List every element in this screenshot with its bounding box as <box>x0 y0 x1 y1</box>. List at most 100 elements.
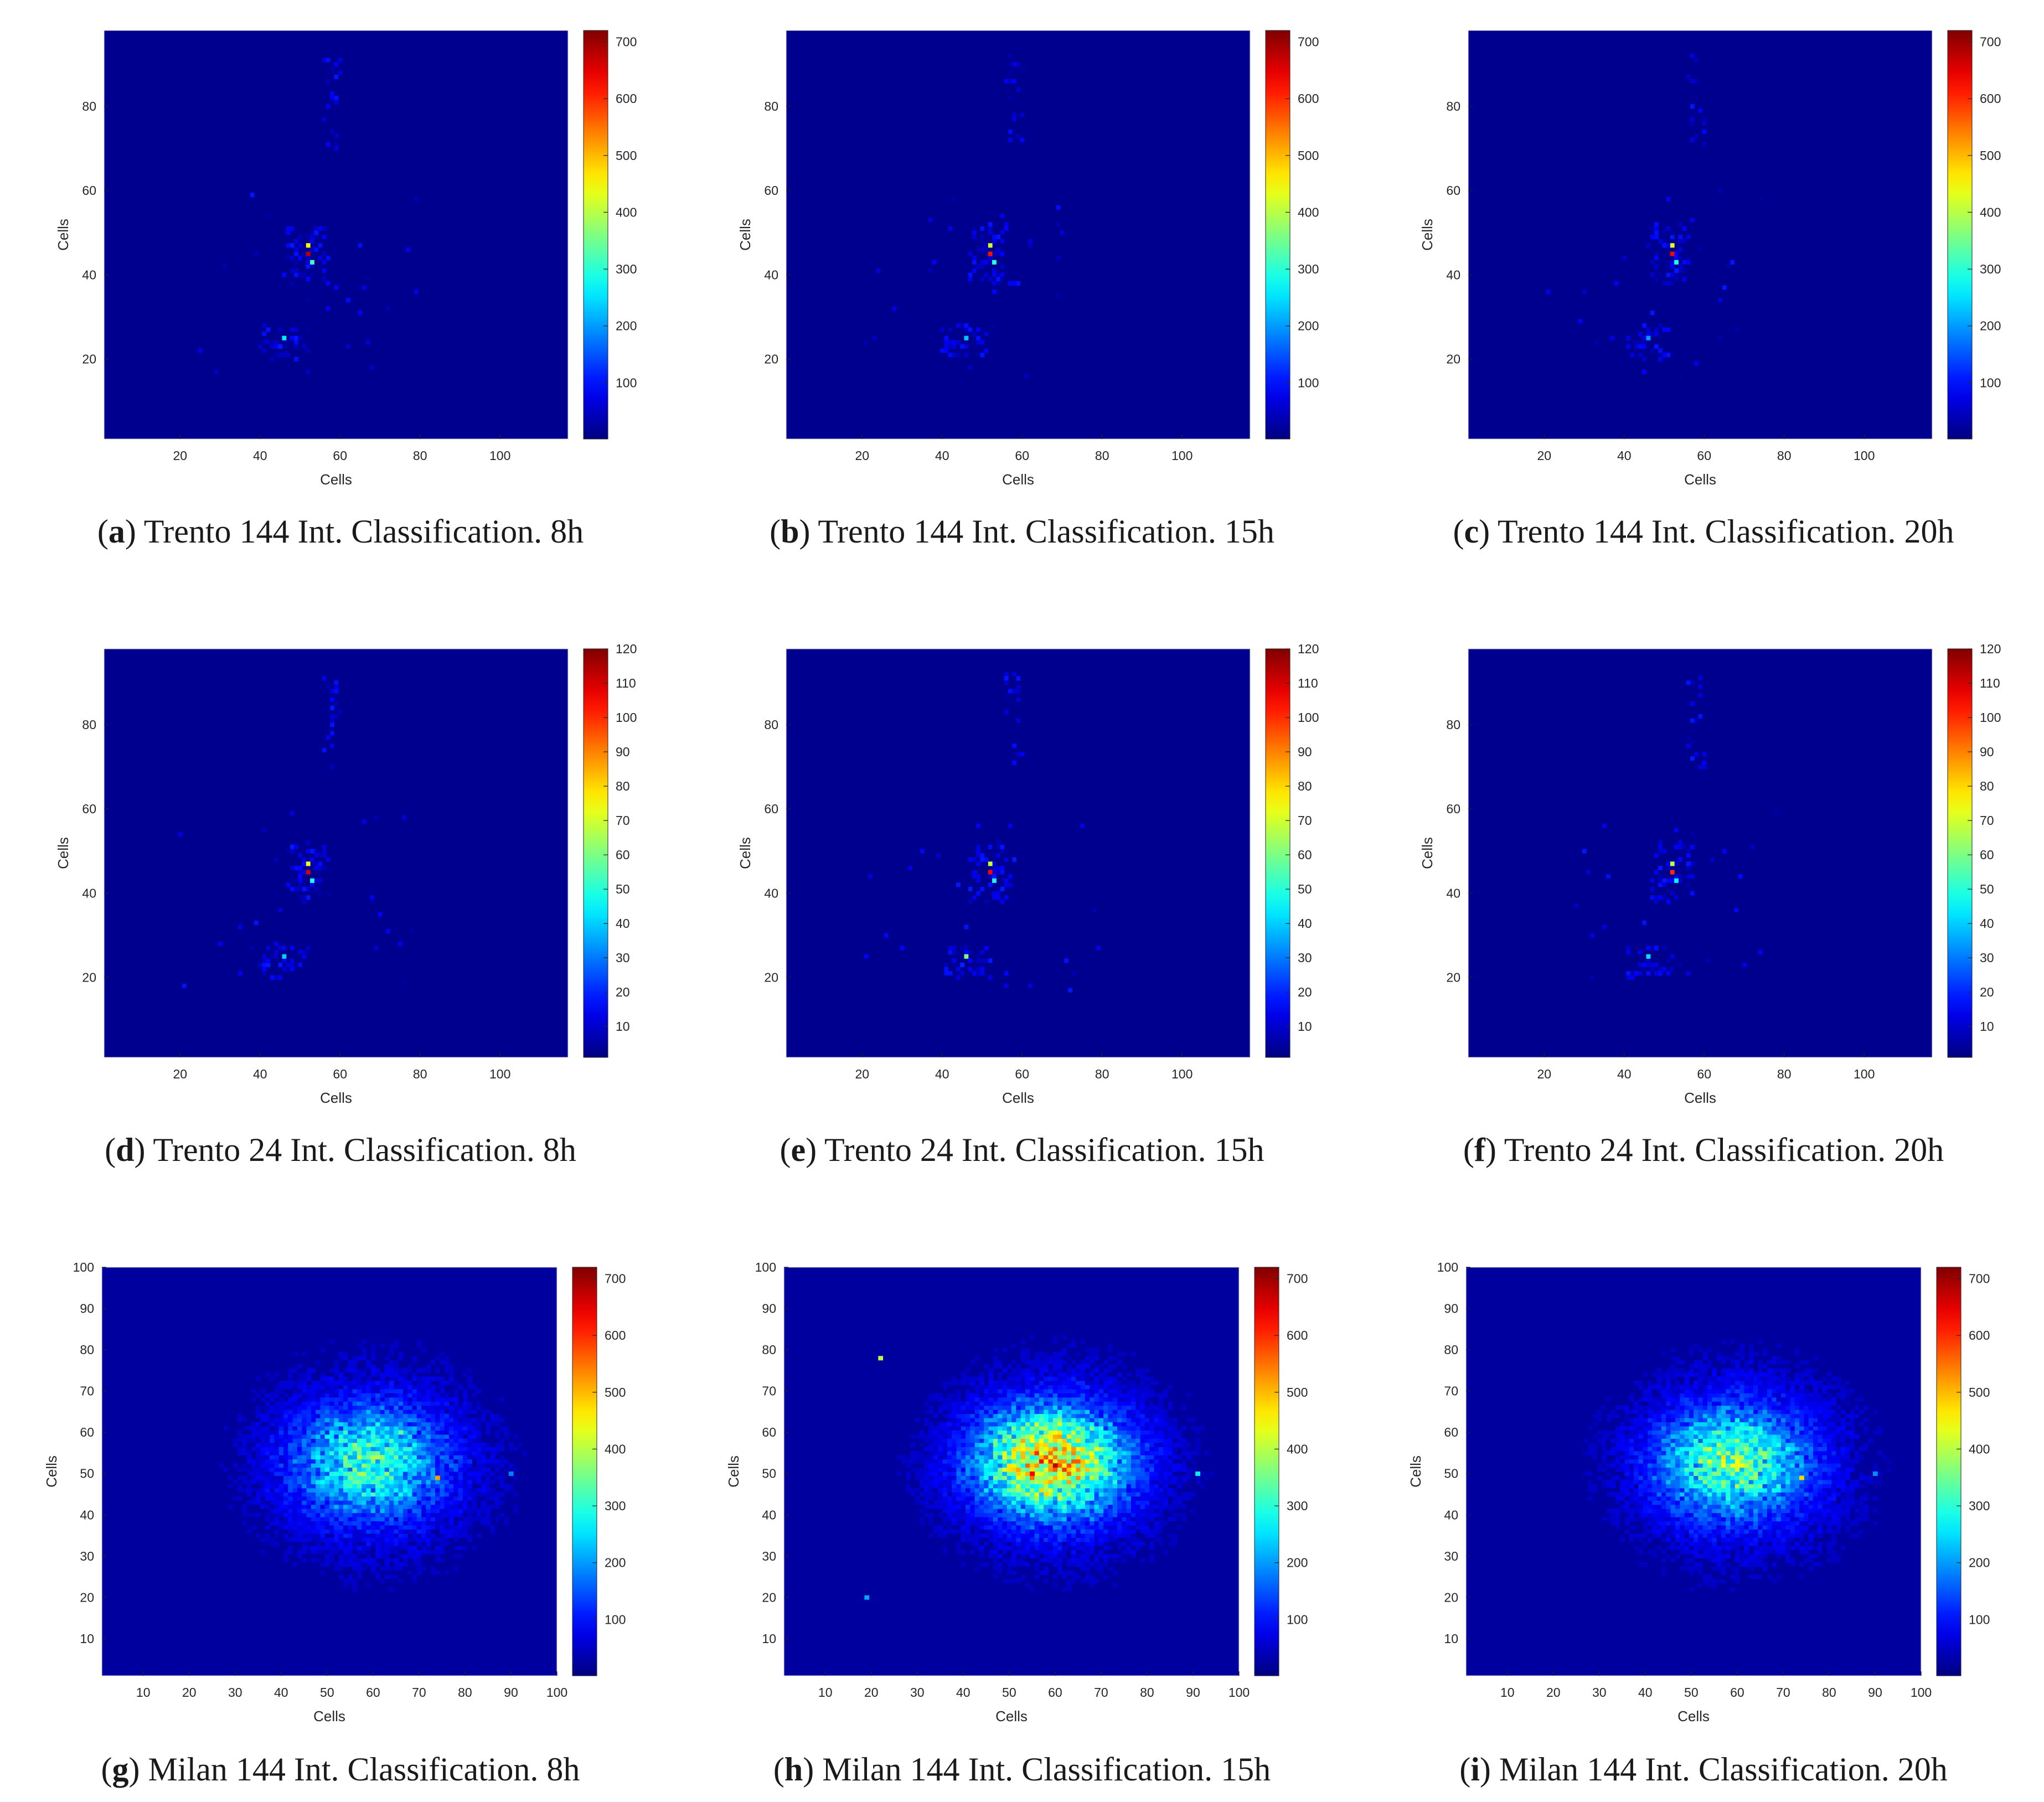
heatmap-cell <box>444 1368 450 1373</box>
heatmap-cell <box>980 277 985 282</box>
heatmap-cell <box>1016 1442 1021 1447</box>
heatmap-cell <box>494 1447 500 1452</box>
heatmap-background <box>786 649 1250 1057</box>
heatmap-cell <box>343 1517 348 1522</box>
heatmap-cell <box>1062 1413 1067 1418</box>
heatmap-cell <box>421 1442 426 1447</box>
heatmap-cell <box>481 1500 486 1505</box>
heatmap-cell <box>256 1463 261 1468</box>
heatmap-cell <box>1066 1533 1072 1538</box>
heatmap-cell <box>1006 1500 1012 1505</box>
heatmap-cell <box>1071 1434 1076 1439</box>
heatmap-cell <box>933 1484 938 1489</box>
heatmap-cell <box>522 1450 528 1455</box>
heatmap-cell <box>933 1504 938 1509</box>
heatmap-cell <box>311 1413 316 1418</box>
heatmap-cell <box>1044 1418 1049 1423</box>
heatmap-cell <box>362 1426 367 1431</box>
heatmap-cell <box>311 1385 316 1390</box>
heatmap-cell <box>1690 739 1695 744</box>
heatmap-cell <box>974 1566 980 1571</box>
heatmap-cells <box>219 1339 528 1592</box>
heatmap-cell <box>1052 1521 1058 1526</box>
heatmap-cell <box>968 899 973 904</box>
heatmap-cell <box>292 1438 298 1443</box>
heatmap-cell <box>292 1442 298 1447</box>
heatmap-cell <box>435 1397 440 1402</box>
heatmap-cell <box>324 1442 330 1447</box>
heatmap-cell <box>297 1492 302 1497</box>
heatmap-cell <box>920 849 925 854</box>
heatmap-cell <box>448 1463 454 1468</box>
heatmap-cell <box>1044 1488 1049 1493</box>
heatmap-cell <box>1062 1550 1067 1555</box>
heatmap-cell <box>297 1381 302 1386</box>
heatmap-cell <box>352 1450 358 1455</box>
heatmap-cell <box>274 1413 280 1418</box>
heatmap-cell <box>398 1372 404 1377</box>
heatmap-panel-d: 20 40 60 80 10020406080CellsCells10203040506… <box>55 642 637 1106</box>
heatmap-cell <box>338 1376 344 1381</box>
heatmap-cell <box>968 365 973 370</box>
heatmap-cell <box>297 1401 302 1406</box>
heatmap-cell <box>283 1475 288 1480</box>
heatmap-cell <box>302 1533 307 1538</box>
heatmap-hotspot <box>1642 962 1647 967</box>
heatmap-cell <box>370 1541 376 1546</box>
heatmap-cell <box>384 1422 390 1427</box>
heatmap-cell <box>993 1356 998 1361</box>
heatmap-cell <box>1044 1393 1049 1398</box>
heatmap-cell <box>370 1525 376 1530</box>
heatmap-cell <box>1034 1418 1040 1423</box>
heatmap-cell <box>278 1434 284 1439</box>
heatmap-cell <box>394 1574 399 1579</box>
heatmap-cell <box>416 1376 422 1381</box>
heatmap-cell <box>1702 765 1707 770</box>
heatmap-cell <box>993 1537 998 1542</box>
colorbar-tick-label: 600 <box>605 1328 626 1343</box>
heatmap-cell <box>499 1463 505 1468</box>
heatmap-cell <box>324 1388 330 1393</box>
heatmap-cell <box>933 1529 938 1534</box>
heatmap-cell <box>458 1434 463 1439</box>
heatmap-cell <box>504 1488 509 1493</box>
heatmap-cell <box>979 1471 984 1476</box>
heatmap-cell <box>1072 971 1077 976</box>
y-tick-label: 10 <box>80 1631 94 1646</box>
heatmap-cell <box>970 1360 975 1365</box>
x-tick-label: 60 <box>366 1685 380 1700</box>
heatmap-cell <box>1044 1364 1049 1369</box>
heatmap-cell <box>256 1422 261 1427</box>
heatmap-cell <box>998 1409 1003 1414</box>
heatmap-hotspot <box>398 1430 404 1435</box>
heatmap-cell <box>430 1430 436 1435</box>
heatmap-cell <box>1002 1578 1008 1583</box>
heatmap-cell <box>1650 946 1655 951</box>
heatmap-cell <box>366 1442 371 1447</box>
heatmap-cell <box>1025 1562 1030 1567</box>
heatmap-cell <box>979 1418 984 1423</box>
heatmap-cell <box>1016 1418 1021 1423</box>
heatmap-cell <box>338 1475 344 1480</box>
heatmap-cell <box>906 1488 911 1493</box>
heatmap-cell <box>357 1463 362 1468</box>
heatmap-cell <box>343 1492 348 1497</box>
heatmap-cell <box>1686 849 1691 854</box>
heatmap-cell <box>426 1409 431 1414</box>
heatmap-cell <box>266 213 271 219</box>
heatmap-cell <box>915 1434 920 1439</box>
heatmap-cell <box>1638 971 1643 976</box>
heatmap-cell <box>458 1546 463 1551</box>
heatmap-cell <box>984 1463 989 1468</box>
heatmap-cell <box>938 1409 943 1414</box>
heatmap-cell <box>481 1459 486 1464</box>
heatmap-cell <box>412 1533 417 1538</box>
heatmap-cell <box>988 1459 994 1464</box>
heatmap-cell <box>380 1533 385 1538</box>
heatmap-cell <box>476 1488 482 1493</box>
heatmap-cell <box>412 1562 417 1567</box>
heatmap-cell <box>334 1372 339 1377</box>
plot-frame <box>104 30 569 440</box>
heatmap-cell <box>1025 1455 1030 1460</box>
heatmap-cell <box>453 1405 459 1410</box>
